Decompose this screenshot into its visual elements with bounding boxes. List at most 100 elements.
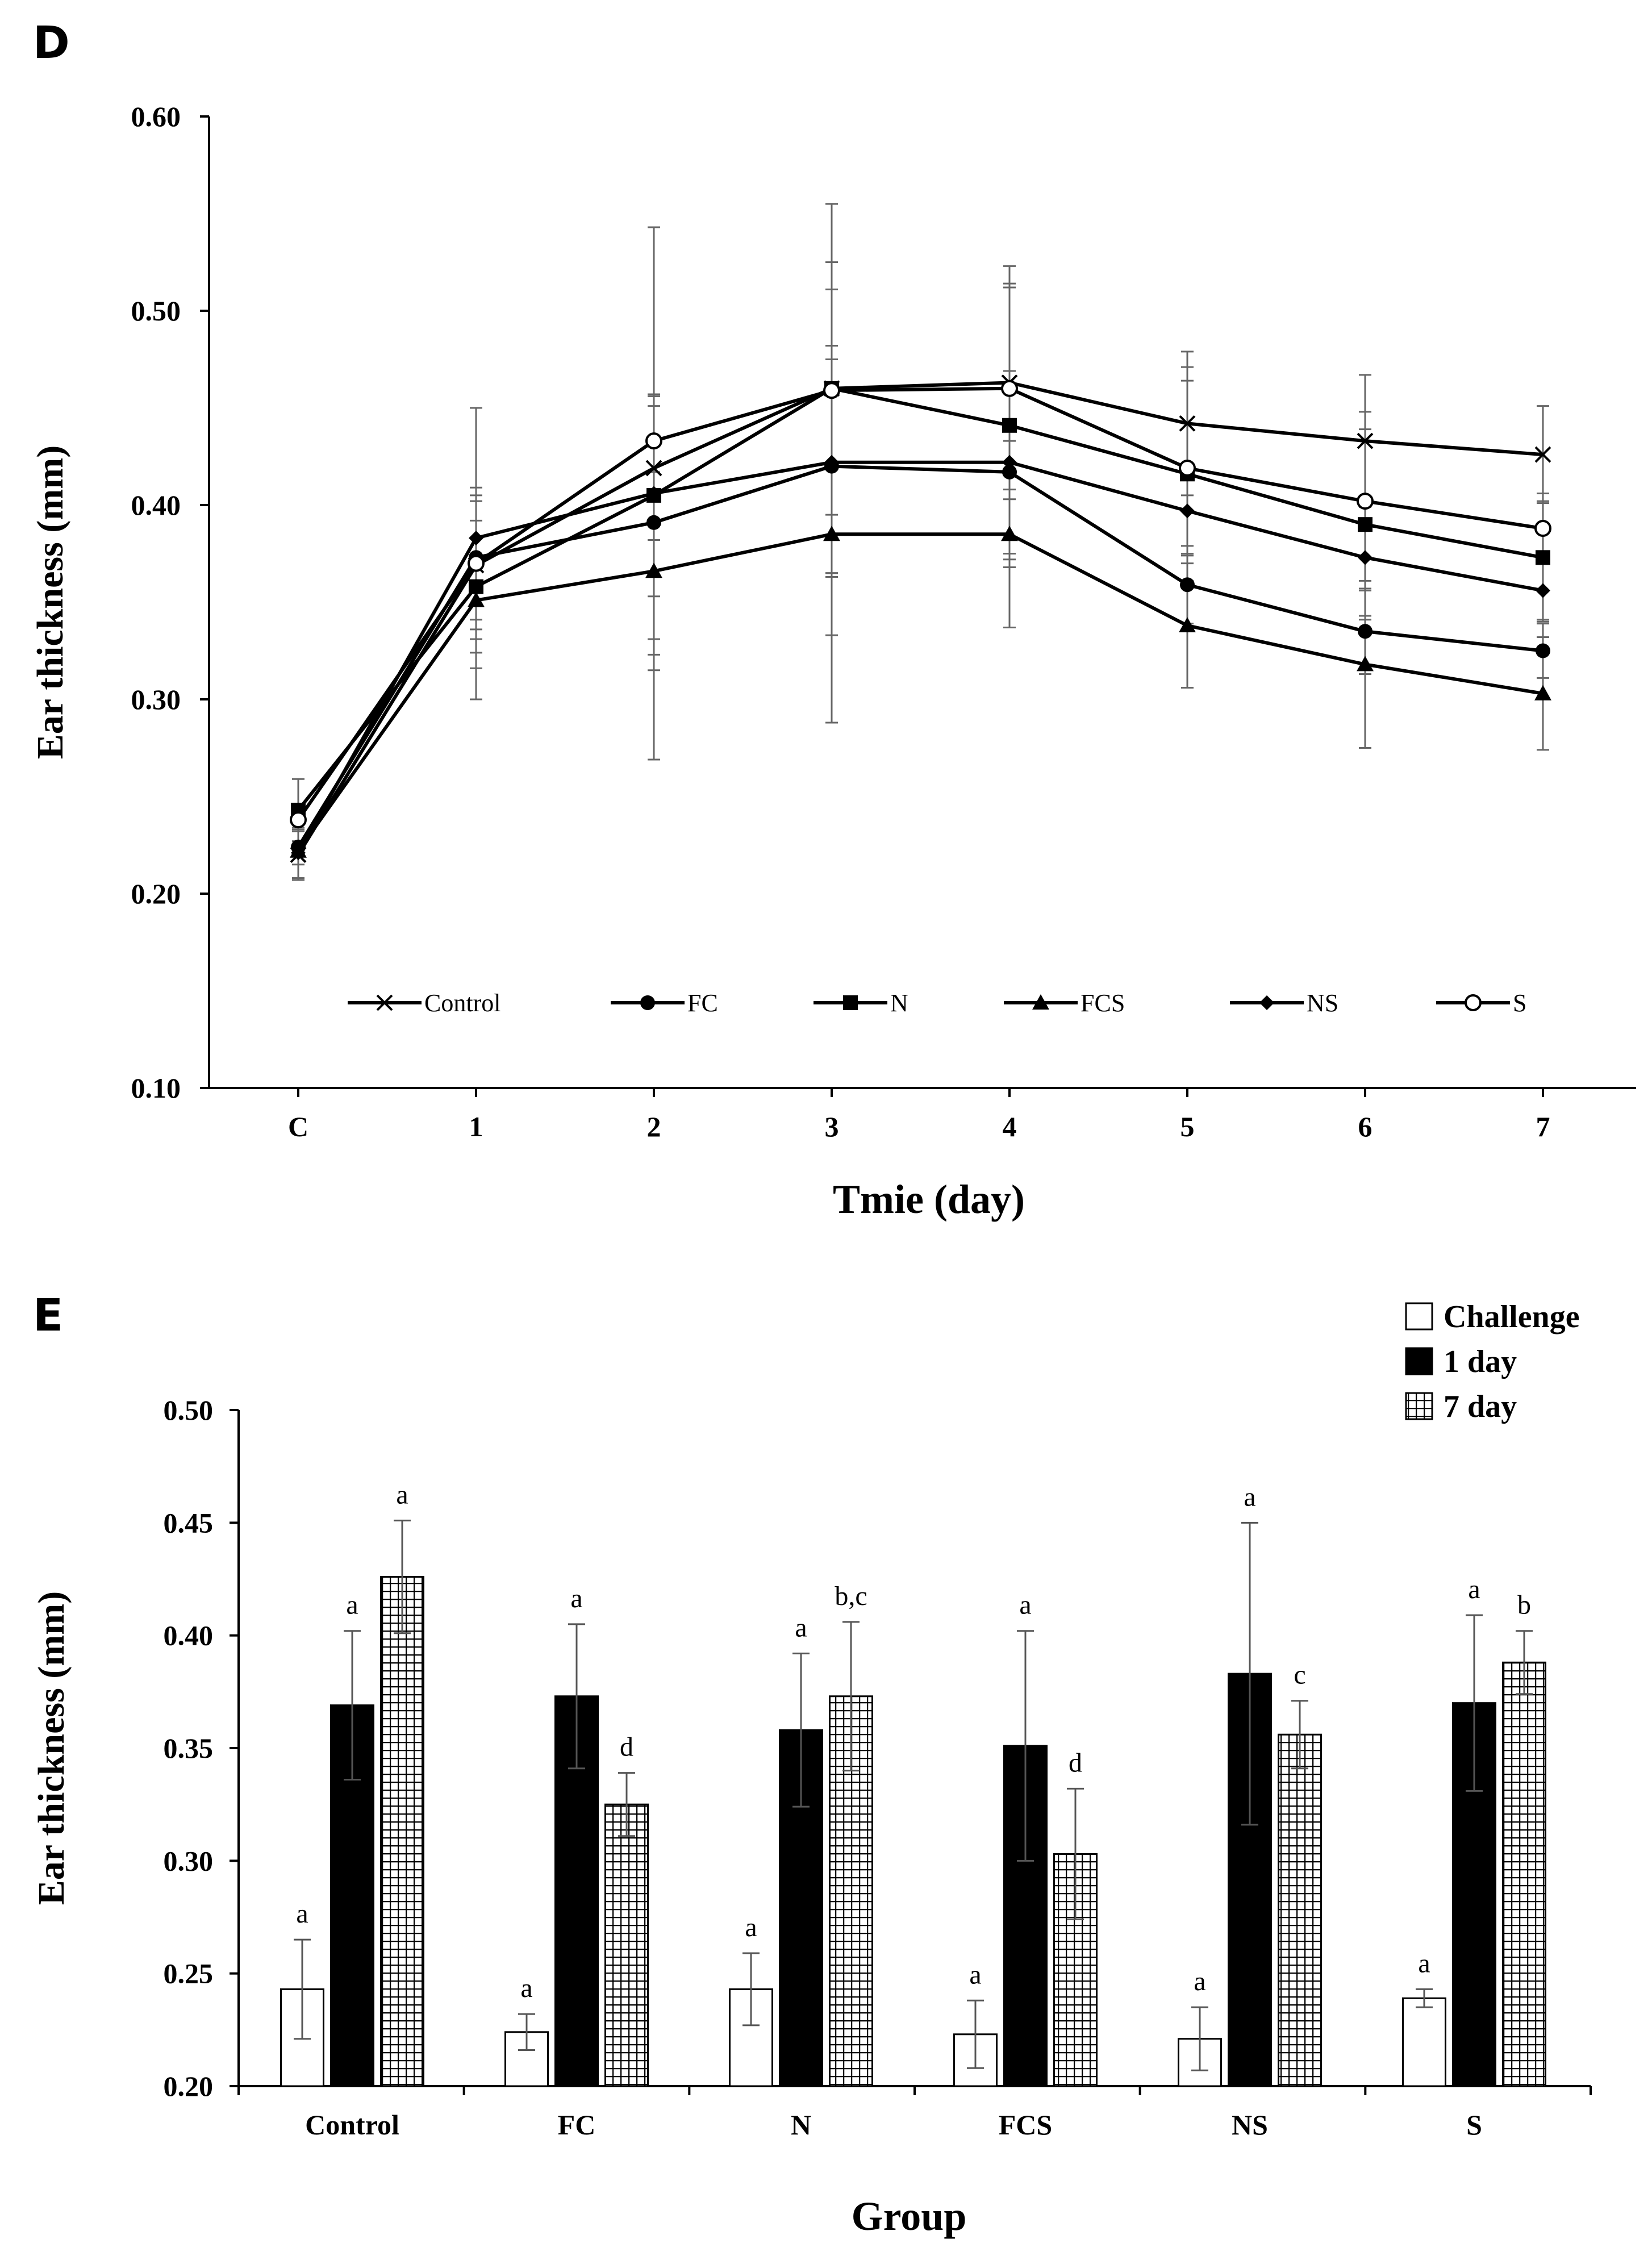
panel-d-point-ns [469, 531, 483, 546]
panel-d-x-tick-label: C [288, 1111, 308, 1142]
panel-d-line-control [297, 381, 1543, 856]
panel-e-significance-letter: a [1468, 1574, 1480, 1604]
panel-d-y-tick-label: 0.10 [131, 1072, 181, 1104]
panel-d-line-n [297, 386, 1543, 811]
panel-e-errorbar [394, 1519, 411, 1634]
panel-d-legend-marker [640, 995, 655, 1010]
panel-d-point-fcs [1534, 685, 1551, 700]
panel-d-line-fc [297, 464, 1543, 848]
panel-e-x-tick-label: N [791, 2109, 811, 2141]
panel-d-point-s [645, 432, 662, 450]
panel-d-point-fc [1536, 643, 1550, 658]
panel-d-x-tick-label: 4 [1003, 1111, 1017, 1142]
panel-e-y-tick-label: 0.35 [164, 1732, 214, 1764]
panel-d-x-tick-label: 7 [1536, 1111, 1550, 1142]
panel-e-y-tick-label: 0.25 [164, 1958, 214, 1990]
panel-e-legend-swatch [1405, 1302, 1433, 1331]
panel-e-errorbar [618, 1772, 635, 1837]
panel-e-significance-letter: b [1517, 1590, 1531, 1620]
panel-e-bar [1278, 1733, 1322, 2087]
panel-e-significance-letter: a [969, 1959, 981, 1990]
panel-d-legend-item-n: N [814, 989, 908, 1017]
panel-e-legend-swatch [1405, 1392, 1433, 1420]
panel-e-errorbar [1241, 1521, 1258, 1826]
panel-e-bar [1502, 1661, 1546, 2087]
panel-d-point-ns [646, 486, 661, 501]
panel-d-legend-marker [1032, 994, 1049, 1010]
panel-d-point-fc [646, 515, 661, 530]
panel-e-series-7-day: a d b,c d c b [380, 1479, 1546, 2087]
panel-e-errorbar [967, 1999, 984, 2069]
panel-e-series-1-day: a a a a a a [330, 1482, 1496, 2087]
panel-d-legend-item-control: Control [348, 989, 500, 1017]
panel-d-x-axis-label: Tmie (day) [833, 1177, 1025, 1222]
panel-e-errorbar [1466, 1614, 1483, 1792]
panel-d-line-ns [297, 460, 1543, 854]
panel-d-point-s [290, 811, 307, 829]
panel-d-point-control [645, 460, 662, 477]
panel-e-bar [604, 1803, 649, 2087]
panel-e-errorbar [792, 1652, 810, 1808]
panel-d-point-ns [1002, 454, 1017, 470]
panel-d-label: D [33, 18, 70, 69]
panel-d-legend-marker [376, 994, 393, 1011]
panel-d-legend-item-fcs: FCS [1004, 989, 1125, 1017]
panel-e-significance-letter: a [1194, 1966, 1205, 1996]
panel-d-y-tick-label: 0.40 [131, 489, 181, 521]
panel-e-y-tick-label: 0.45 [164, 1507, 214, 1538]
panel-e-y-tick-label: 0.50 [164, 1394, 214, 1426]
panel-e-y-tick-label: 0.30 [164, 1845, 214, 1876]
panel-d-errorbars-s [292, 203, 1549, 831]
panel-e-significance-letter: a [1244, 1482, 1255, 1512]
panel-e-legend-label: 1 day [1444, 1344, 1517, 1379]
panel-d-y-tick-label: 0.30 [131, 683, 181, 715]
panel-e-errorbar [344, 1630, 361, 1781]
panel-d-point-ns [1358, 550, 1373, 565]
panel-d-x-tick-label: 6 [1358, 1111, 1373, 1142]
panel-e-errorbar [568, 1623, 585, 1770]
panel-d-point-ns [824, 454, 839, 470]
panel-e-series-challenge: a a a a a a [280, 1899, 1446, 2087]
panel-e-significance-letter: a [570, 1583, 582, 1613]
panel-d-x-tick-label: 5 [1180, 1111, 1195, 1142]
panel-d-point-fcs [1001, 526, 1018, 541]
panel-e-significance-letter: d [1069, 1748, 1082, 1778]
panel-e-errorbar [842, 1621, 860, 1772]
panel-e-x-tick-label: FCS [999, 2109, 1052, 2141]
panel-d-legend-label: FC [687, 989, 718, 1017]
panel-e-legend-swatch [1405, 1347, 1433, 1375]
panel-e-significance-letter: a [745, 1912, 757, 1942]
panel-e-errorbar [518, 2013, 535, 2051]
panel-d-point-fc [1358, 624, 1373, 639]
panel-d-y-tick-label: 0.50 [131, 295, 181, 327]
panel-d-point-s [823, 382, 840, 399]
panel-e-x-tick-label: S [1466, 2109, 1482, 2141]
panel-e-legend-item-challenge: Challenge [1405, 1299, 1580, 1335]
panel-e-x-tick-label: Control [305, 2109, 399, 2141]
panel-d-legend-marker [1259, 995, 1274, 1010]
panel-d-legend-label: N [890, 989, 908, 1017]
panel-e-legend-item-7-day: 7 day [1405, 1389, 1517, 1424]
panel-e-bar [1402, 1997, 1446, 2087]
panel-d-point-control [1357, 432, 1374, 449]
panel-e-errorbar [1067, 1787, 1084, 1920]
panel-e-significance-letter: a [396, 1479, 408, 1509]
panel-d-legend-marker [1465, 994, 1482, 1011]
panel-d-line-fcs [297, 532, 1543, 852]
panel-e-errorbar [1516, 1630, 1533, 1695]
panel-d-point-fc [1002, 464, 1017, 479]
panel-d-x-tick-label: 1 [469, 1111, 483, 1142]
panel-d-legend-item-s: S [1436, 989, 1526, 1017]
panel-e-x-axis-label: Group [852, 2194, 967, 2239]
panel-e-significance-letter: a [795, 1612, 807, 1642]
panel-d-point-s [1534, 520, 1551, 537]
panel-e-y-axis-label: Ear thickness (mm) [31, 1591, 72, 1905]
panel-d-y-tick-label: 0.20 [131, 878, 181, 910]
panel-e-legend-label: 7 day [1444, 1389, 1517, 1424]
panel-e-errorbar [1017, 1630, 1034, 1862]
panel-e-label: E [33, 1290, 63, 1341]
panel-d-point-fcs [1357, 656, 1374, 672]
panel-d-point-s [1357, 493, 1374, 510]
panel-d-point-n [1536, 550, 1550, 565]
panel-e-significance-letter: c [1294, 1660, 1305, 1690]
